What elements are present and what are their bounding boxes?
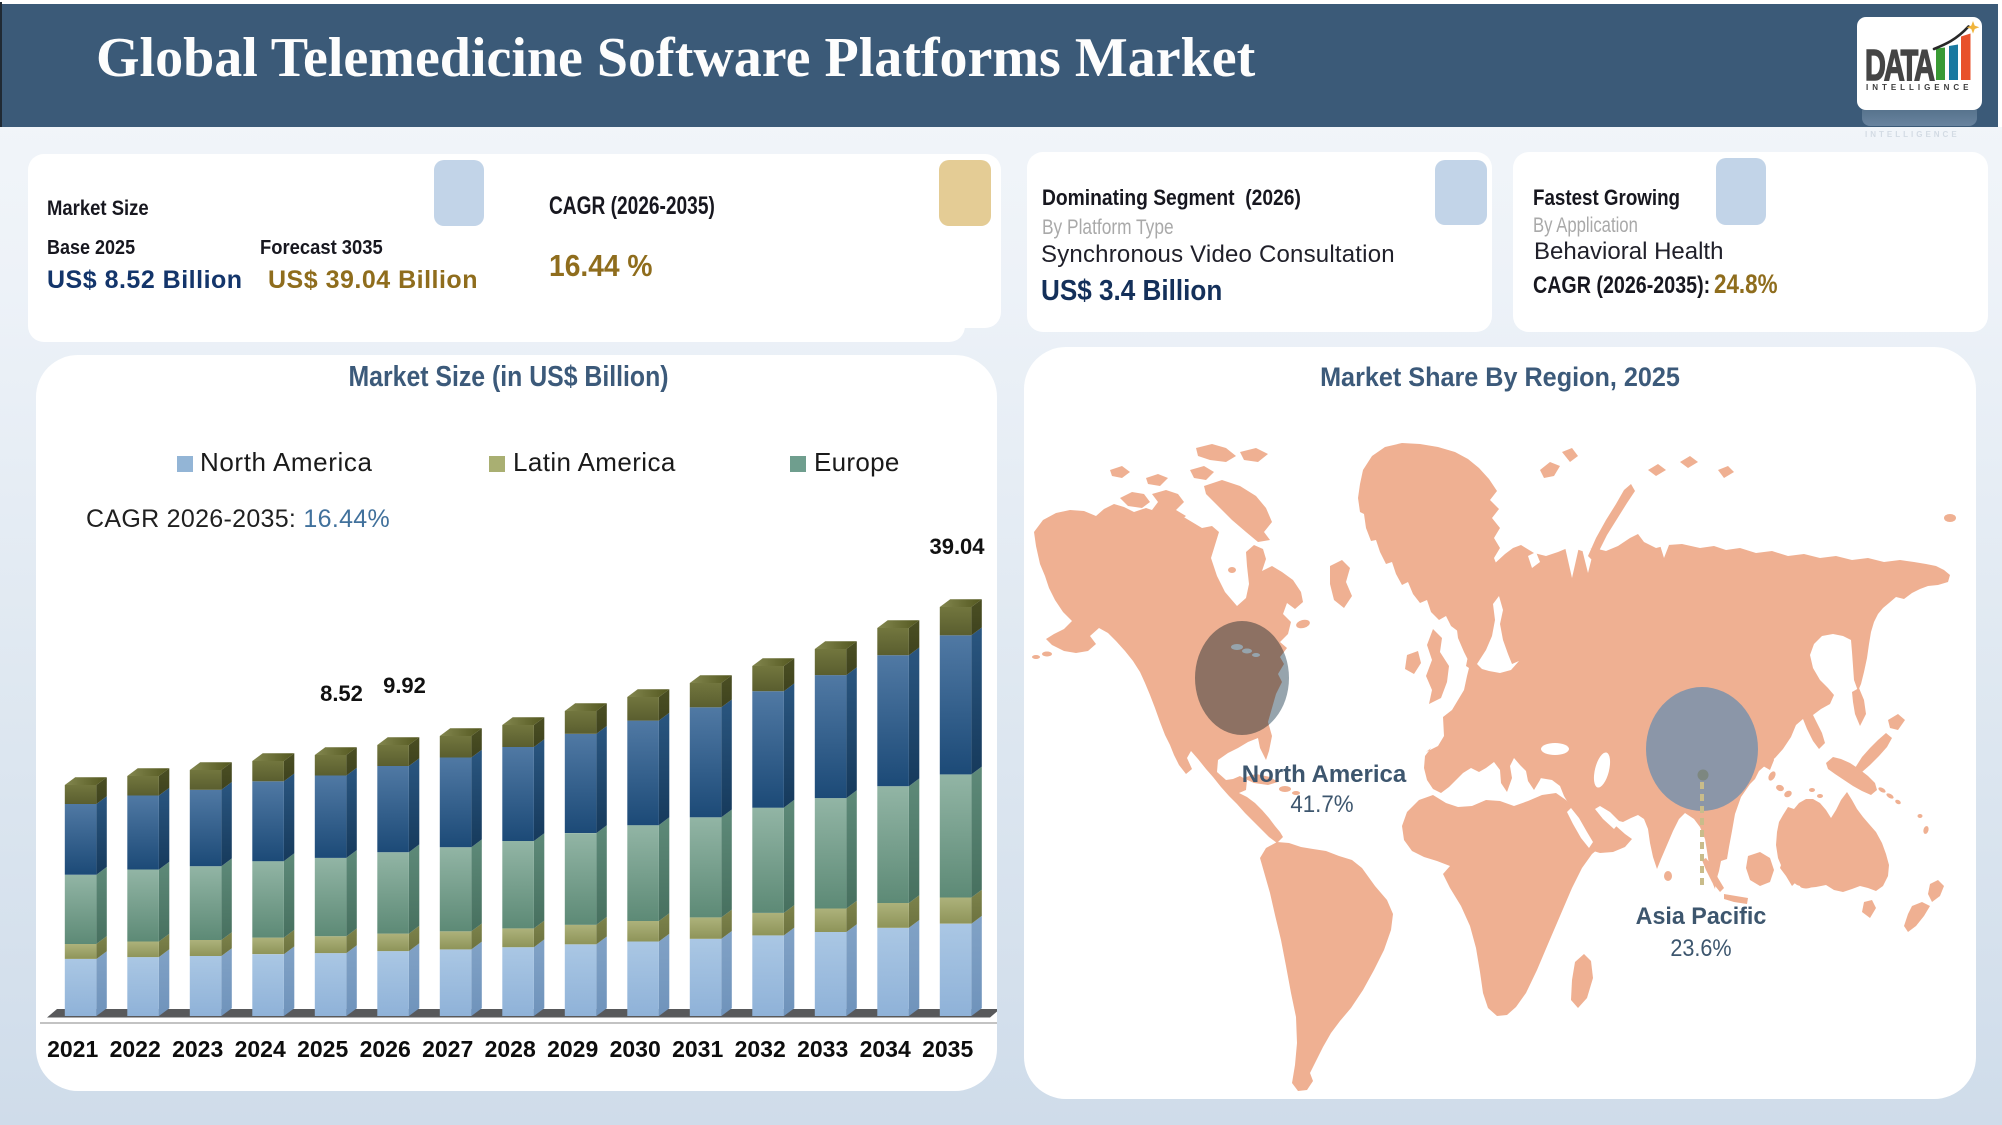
svg-text:INTELLIGENCE: INTELLIGENCE — [1866, 83, 1971, 92]
svg-text:DATA: DATA — [1865, 41, 1934, 90]
